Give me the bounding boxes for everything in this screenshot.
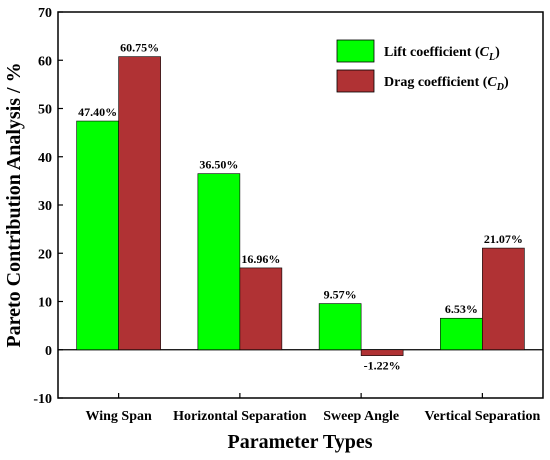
lift-value-label-1: 36.50% bbox=[199, 158, 238, 172]
y-tick-label: 0 bbox=[45, 344, 52, 359]
y-tick-label: 50 bbox=[38, 103, 52, 118]
y-tick-label: -10 bbox=[33, 392, 52, 407]
y-tick-label: 60 bbox=[38, 54, 52, 69]
drag-bar-0 bbox=[118, 56, 161, 351]
y-tick-label: 10 bbox=[38, 296, 52, 311]
legend-swatch-drag bbox=[336, 69, 375, 93]
drag-bar-1 bbox=[239, 267, 283, 351]
category-label-0: Wing Span bbox=[85, 409, 151, 424]
y-tick-label: 20 bbox=[38, 247, 52, 262]
drag-value-label-2: -1.22% bbox=[364, 359, 401, 373]
lift-bar-2 bbox=[318, 303, 362, 351]
y-axis: -10 0 10 20 30 40 50 60 70 bbox=[33, 6, 63, 407]
y-tick-label: 70 bbox=[38, 6, 52, 21]
drag-bar-2 bbox=[360, 349, 404, 356]
y-tick-label: 30 bbox=[38, 199, 52, 214]
y-tick-label: 40 bbox=[38, 151, 52, 166]
x-axis-title: Parameter Types bbox=[228, 431, 373, 453]
chart-marks: 47.40% 60.75% 36.50% 16.96% 9.57% -1.22% 6.53%… bbox=[58, 41, 543, 373]
y-axis-title: Pareto Contribution Analysis / % bbox=[3, 62, 25, 347]
legend-label-lift: Lift coefficient (CL) bbox=[384, 45, 500, 63]
drag-bar-3 bbox=[482, 247, 525, 351]
lift-bar-3 bbox=[440, 317, 483, 351]
lift-bar-1 bbox=[197, 173, 241, 351]
lift-value-label-3: 6.53% bbox=[445, 302, 478, 316]
drag-value-label-1: 16.96% bbox=[241, 252, 280, 266]
lift-bar-0 bbox=[76, 120, 119, 351]
category-label-2: Sweep Angle bbox=[323, 409, 399, 424]
legend-swatch-lift bbox=[336, 39, 375, 63]
legend-label-drag: Drag coefficient (CD) bbox=[384, 75, 509, 93]
drag-value-label-3: 21.07% bbox=[484, 232, 523, 246]
lift-value-label-0: 47.40% bbox=[78, 105, 117, 119]
legend: Lift coefficient (CL) Drag coefficient (… bbox=[336, 39, 509, 93]
drag-value-label-0: 60.75% bbox=[120, 41, 159, 55]
x-axis: Wing Span Horizontal Separation Sweep Angl… bbox=[85, 393, 540, 424]
category-label-1: Horizontal Separation bbox=[173, 409, 307, 424]
lift-value-label-2: 9.57% bbox=[324, 288, 357, 302]
category-label-3: Vertical Separation bbox=[425, 409, 541, 424]
